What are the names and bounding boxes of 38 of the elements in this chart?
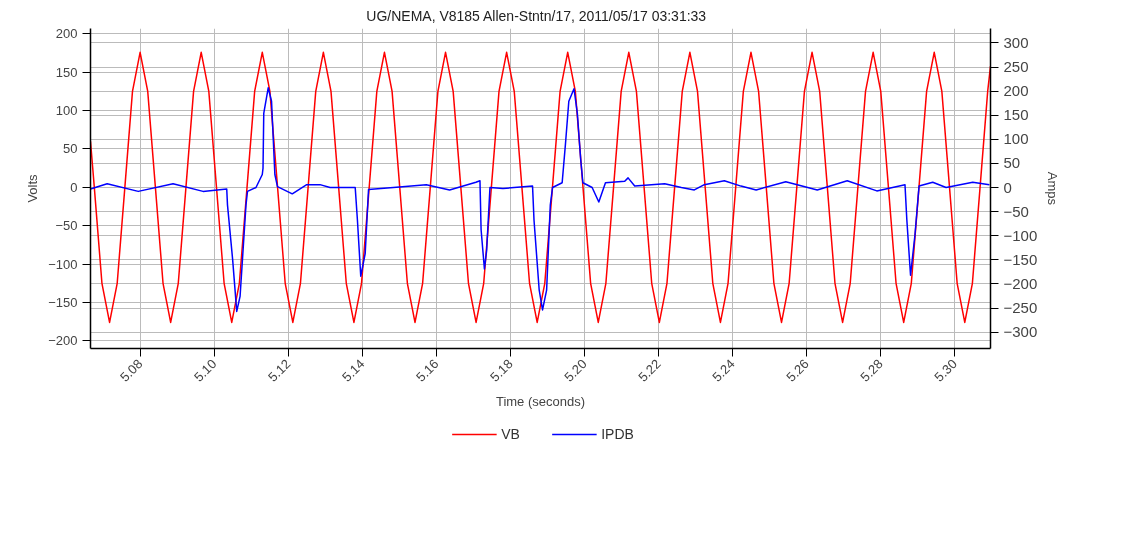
y-tick-label: −50 — [55, 218, 78, 234]
y2-tick-label: −200 — [1003, 274, 1038, 292]
y2-tick-label: −100 — [1003, 226, 1038, 244]
x-tick-label: 5.08 — [116, 356, 146, 385]
x-tick-label: 5.12 — [265, 356, 294, 385]
y-tick-label: −100 — [48, 256, 78, 272]
y-tick-label: 150 — [55, 64, 78, 80]
x-tick-label: 5.20 — [561, 356, 590, 385]
y2-tick-label: 150 — [1003, 106, 1029, 124]
y-tick-label: 0 — [70, 179, 78, 195]
y2-tick-label: 250 — [1003, 58, 1029, 76]
y2-tick-label: 0 — [1003, 178, 1012, 196]
x-tick-label: 5.16 — [413, 356, 442, 385]
x-tick-label: 5.18 — [487, 356, 516, 385]
y2-tick-label: 50 — [1003, 154, 1021, 172]
y2-tick-label: 100 — [1003, 130, 1029, 148]
y2-tick-label: 300 — [1003, 33, 1029, 51]
line-series — [90, 51, 991, 324]
x-tick-label: 5.30 — [931, 356, 960, 385]
x-tick-label: 5.14 — [339, 356, 368, 385]
y-tick-label: 100 — [55, 103, 78, 119]
legend-label: IPDB — [601, 425, 634, 442]
y2-axis-title: Amps — [1045, 171, 1061, 206]
y2-tick-label: −300 — [1003, 323, 1038, 341]
y2-tick-label: 200 — [1003, 82, 1029, 100]
y-tick-label: −200 — [48, 333, 78, 349]
y2-tick-label: −150 — [1003, 250, 1038, 268]
y-tick-label: −150 — [48, 294, 78, 310]
line-series — [90, 87, 991, 313]
y-tick-label: 200 — [55, 26, 78, 42]
y2-tick-label: −250 — [1003, 299, 1038, 317]
y-tick-label: 50 — [63, 141, 78, 157]
y2-tick-label: −50 — [1003, 202, 1029, 220]
x-axis-title: Time (seconds) — [495, 393, 586, 409]
y-axis-title: Volts — [25, 173, 41, 203]
legend-label: VB — [501, 425, 521, 442]
x-tick-label: 5.10 — [190, 356, 220, 385]
chart-title: UG/NEMA, V8185 Allen-Stntn/17, 2011/05/17 03:31:33 — [366, 7, 707, 24]
